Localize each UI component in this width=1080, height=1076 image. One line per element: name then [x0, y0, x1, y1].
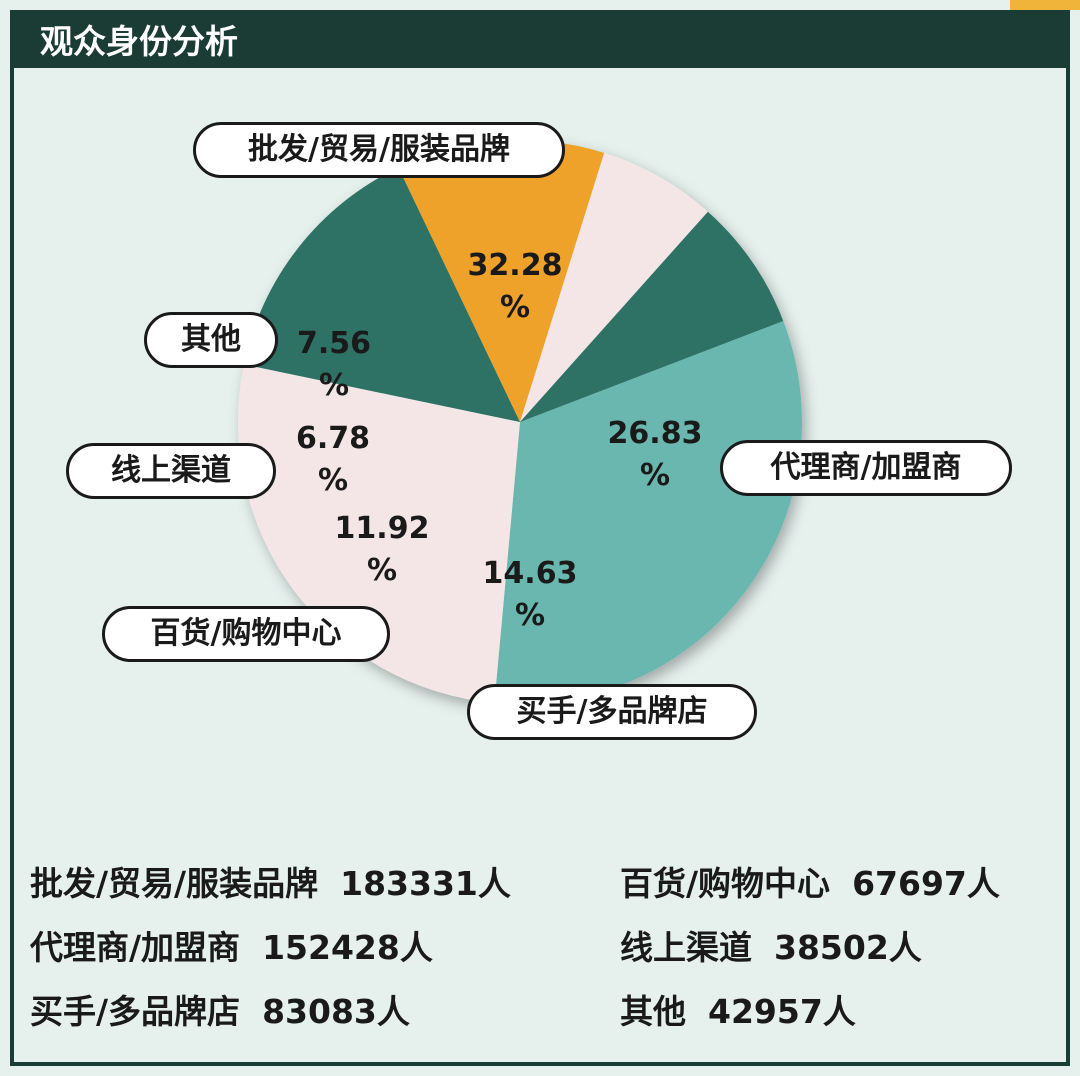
legend-label: 代理商/加盟商 — [30, 928, 241, 967]
legend-count: 183331人 — [340, 864, 511, 903]
legend-count: 42957人 — [708, 992, 856, 1031]
title-bar: 观众身份分析 — [10, 10, 1070, 68]
slice-other-percent-label: 7.56% — [297, 326, 371, 403]
slice-wholesale-percent-label: 32.28% — [468, 248, 563, 325]
legend-item-online: 线上渠道 38502人 — [620, 926, 922, 970]
legend-count: 83083人 — [262, 992, 410, 1031]
legend-label: 百货/购物中心 — [620, 864, 831, 903]
legend-label: 线上渠道 — [620, 928, 752, 967]
callout-agent: 代理商/加盟商 — [720, 440, 1012, 496]
slice-buyer-percent-label: 14.63% — [483, 556, 578, 633]
legend-label: 批发/贸易/服装品牌 — [30, 864, 319, 903]
callout-online: 线上渠道 — [66, 443, 276, 499]
slice-agent-percent-label: 26.83% — [608, 416, 703, 493]
legend-item-agent: 代理商/加盟商 152428人 — [30, 926, 433, 970]
legend-item-buyer: 买手/多品牌店 83083人 — [30, 990, 410, 1034]
legend-label: 其他 — [620, 992, 686, 1031]
slice-department-store — [398, 140, 605, 422]
callout-other: 其他 — [144, 312, 278, 368]
corner-accent — [1010, 0, 1080, 10]
slice-agent — [238, 364, 521, 703]
legend-item-department-store: 百货/购物中心 67697人 — [620, 862, 1000, 906]
legend-count: 152428人 — [262, 928, 433, 967]
callout-wholesale: 批发/贸易/服装品牌 — [193, 122, 565, 178]
legend-item-wholesale: 批发/贸易/服装品牌 183331人 — [30, 862, 511, 906]
callout-buyer: 买手/多品牌店 — [467, 684, 757, 740]
slice-online-percent-label: 6.78% — [296, 421, 370, 498]
legend-label: 买手/多品牌店 — [30, 992, 241, 1031]
legend-count: 38502人 — [774, 928, 922, 967]
callout-department-store: 百货/购物中心 — [102, 606, 390, 662]
slice-wholesale — [494, 320, 803, 705]
legend-count: 67697人 — [852, 864, 1000, 903]
slice-other — [520, 211, 784, 422]
slice-online — [520, 152, 708, 422]
slice-department-store-percent-label: 11.92% — [335, 511, 430, 588]
legend-item-other: 其他 42957人 — [620, 990, 856, 1034]
slice-buyer — [243, 167, 520, 422]
page-title: 观众身份分析 — [40, 22, 238, 61]
